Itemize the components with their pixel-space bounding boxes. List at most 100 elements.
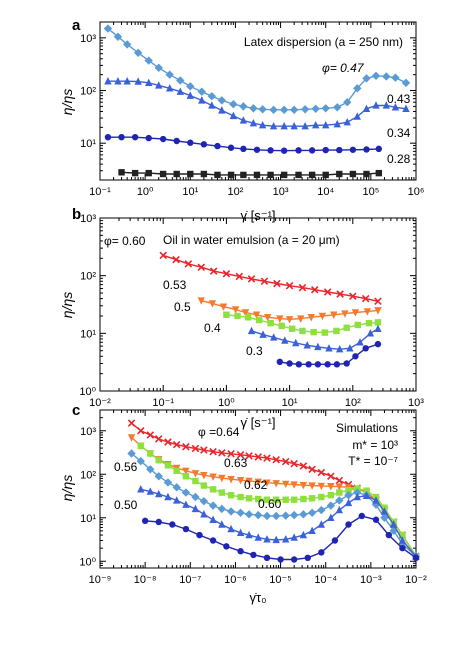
series-label-b-2: 0.5 <box>174 300 191 314</box>
data-point <box>155 81 163 89</box>
series-label-c-5: 0.50 <box>114 498 138 512</box>
data-point <box>389 520 398 528</box>
data-point <box>236 508 245 518</box>
data-point <box>282 480 290 489</box>
data-point <box>362 345 369 352</box>
data-point <box>137 442 144 450</box>
data-point <box>333 327 340 335</box>
data-point <box>147 450 154 457</box>
data-point <box>314 361 322 368</box>
data-point <box>389 526 398 536</box>
data-point <box>191 470 200 478</box>
series-label-c-4: 0.60 <box>258 497 282 511</box>
data-point <box>254 510 263 520</box>
data-point <box>308 147 316 154</box>
x-tick-label: 10⁵ <box>362 186 379 198</box>
data-point <box>290 481 298 489</box>
data-point <box>352 353 359 360</box>
data-point <box>258 105 267 114</box>
x-tick-label: 10⁻³ <box>360 574 382 586</box>
data-point <box>276 358 284 366</box>
data-point <box>227 524 235 533</box>
data-point <box>310 328 317 336</box>
data-point <box>245 452 253 460</box>
data-point <box>218 106 226 114</box>
data-point <box>278 322 285 330</box>
data-point <box>282 496 289 503</box>
data-point <box>362 74 371 83</box>
data-point <box>237 493 244 501</box>
data-point <box>209 486 217 493</box>
data-point <box>366 329 375 337</box>
data-point <box>236 528 245 537</box>
data-point <box>346 344 354 352</box>
data-point <box>343 360 350 367</box>
data-point <box>335 476 344 485</box>
data-point <box>308 465 316 474</box>
data-point <box>331 537 339 544</box>
data-point <box>308 526 316 535</box>
data-point <box>321 329 328 336</box>
data-point <box>371 71 381 81</box>
data-point <box>353 84 362 93</box>
data-point <box>380 513 389 522</box>
data-point <box>314 342 322 351</box>
data-point <box>118 169 125 176</box>
data-point <box>236 477 245 485</box>
series-a-3 <box>118 169 383 179</box>
data-point <box>253 146 261 153</box>
data-point <box>361 294 370 303</box>
panel-b-ylabel: η/ηs <box>59 292 75 318</box>
data-point <box>273 279 281 288</box>
panel-c-ylabel: η/ηs <box>59 475 75 501</box>
data-point <box>281 336 289 344</box>
data-point <box>333 103 342 112</box>
data-point <box>358 512 365 520</box>
data-point <box>343 324 350 331</box>
x-tick-label: 10⁻⁶ <box>224 574 247 586</box>
data-point <box>154 472 163 481</box>
data-point <box>245 530 253 539</box>
data-point <box>172 496 181 504</box>
x-tick-label: 10³ <box>273 186 289 198</box>
data-point <box>372 496 380 504</box>
panel-a-annotation: Latex dispersion (a = 250 nm) <box>244 35 403 49</box>
data-point <box>218 520 226 528</box>
data-point <box>299 530 308 539</box>
data-point <box>252 311 261 319</box>
data-point <box>197 263 206 272</box>
series-label-b-0: φ= 0.60 <box>104 234 146 248</box>
data-point <box>272 480 280 488</box>
data-point <box>399 531 406 539</box>
data-point <box>326 501 336 510</box>
data-point <box>333 119 341 128</box>
data-point <box>145 78 153 87</box>
data-point <box>208 300 217 308</box>
data-point <box>327 513 335 521</box>
data-point <box>259 330 267 338</box>
data-point <box>208 501 218 510</box>
data-point <box>218 449 226 457</box>
data-point <box>341 310 349 318</box>
data-point <box>286 360 293 367</box>
data-point <box>363 487 370 494</box>
data-point <box>375 169 383 177</box>
data-point <box>197 297 205 305</box>
data-point <box>199 497 209 506</box>
x-tick-label: 10⁶ <box>408 186 425 198</box>
data-point <box>104 133 112 141</box>
data-point <box>311 104 320 113</box>
data-point <box>267 147 274 154</box>
data-point <box>412 554 420 562</box>
data-point <box>186 82 195 91</box>
data-point <box>244 510 254 519</box>
data-point <box>191 444 200 453</box>
data-point <box>372 516 380 523</box>
panel-c-axes: 10⁻⁹ 10⁻⁸ 10⁻⁷ 10⁻⁶ 10⁻⁵ 10⁻⁴ 10⁻³ 10⁻² 10⁰ 10¹ 10… <box>79 410 427 586</box>
y-tick-label: 10¹ <box>80 513 96 525</box>
data-point <box>187 170 194 178</box>
data-point <box>398 536 407 544</box>
data-point <box>249 118 258 127</box>
data-point <box>289 105 299 115</box>
data-point <box>227 450 235 458</box>
